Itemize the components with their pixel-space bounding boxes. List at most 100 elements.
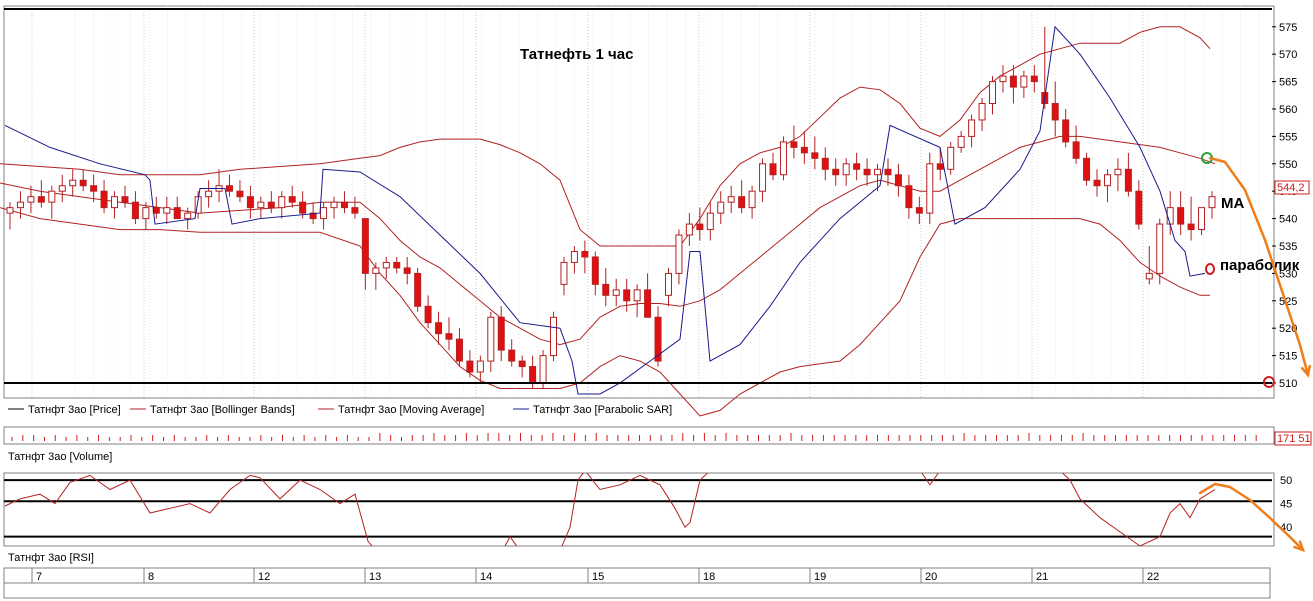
legend-moving-average: Татнфт 3ао [Moving Average]	[338, 404, 484, 416]
candle-body	[309, 212, 317, 220]
date-label: 21	[1036, 571, 1048, 583]
candle-body	[361, 218, 369, 274]
last-price-box	[1274, 180, 1310, 195]
candle-body	[1187, 223, 1195, 231]
candle-body	[842, 163, 850, 176]
legend-bollinger: Татнфт 3ао [Bollinger Bands]	[150, 404, 295, 416]
candle-body	[1020, 75, 1028, 88]
parabolic-annotation: параболик	[1220, 257, 1300, 274]
candle-body	[299, 201, 307, 214]
candle-body	[727, 196, 735, 203]
candle-body	[27, 196, 35, 203]
candle-body	[1072, 141, 1080, 159]
price-tick-label: 550	[1279, 159, 1297, 171]
candle-body	[1062, 119, 1070, 143]
candle-body	[790, 141, 798, 148]
candle-body	[926, 163, 934, 214]
candle-body	[466, 360, 474, 373]
candle-body	[664, 272, 672, 296]
forecast-arrow-head	[1293, 540, 1306, 553]
candle-body	[800, 146, 808, 154]
candle-body	[675, 234, 683, 274]
price-tick-label: 575	[1279, 22, 1297, 34]
candle-body	[905, 185, 913, 209]
candle-body	[393, 261, 401, 269]
candle-body	[163, 207, 171, 214]
candle-body	[748, 190, 756, 209]
candle-body	[529, 366, 537, 384]
volume-bars	[11, 433, 1257, 441]
rsi-line	[4, 473, 1216, 546]
date-label: 14	[480, 571, 492, 583]
price-tick-label: 530	[1279, 268, 1297, 280]
candle-body	[351, 207, 359, 214]
candle-body	[1166, 207, 1174, 225]
candle-body	[131, 201, 139, 220]
candle-body	[591, 256, 599, 285]
price-tick-label: 565	[1279, 77, 1297, 89]
candle-body	[100, 190, 108, 209]
candle-body	[654, 316, 662, 362]
candle-body	[779, 141, 787, 176]
candle-body	[382, 261, 390, 269]
candle-body	[936, 163, 944, 170]
candle-body	[435, 322, 443, 335]
rsi-label: Татнфт 3ао [RSI]	[8, 552, 94, 564]
rsi-panel-frame	[3, 472, 1275, 547]
candle-body	[1083, 157, 1091, 181]
candle-body	[623, 289, 631, 302]
date-label: 15	[592, 571, 604, 583]
candle-body	[48, 190, 56, 203]
price-axis: 5105155205255305355405455505555605655705…	[1272, 22, 1297, 390]
candle-body	[1103, 174, 1111, 187]
date-label: 19	[814, 571, 826, 583]
candle-body	[539, 355, 547, 384]
parabolic-sar-line	[4, 25, 1206, 395]
candle-body	[957, 135, 965, 148]
price-tick-label: 570	[1279, 49, 1297, 61]
forecast-arrow	[1198, 482, 1305, 552]
candle-body	[497, 316, 505, 351]
candlesticks	[6, 26, 1216, 389]
candle-body	[236, 190, 244, 198]
candle-body	[1114, 168, 1122, 176]
candle-body	[403, 267, 411, 274]
price-panel-frame	[3, 5, 1275, 399]
price-tick-label: 540	[1279, 214, 1297, 226]
candle-body	[978, 103, 986, 121]
date-label: 8	[148, 571, 154, 583]
candle-body	[989, 81, 997, 105]
candle-body	[330, 201, 338, 209]
date-label: 12	[258, 571, 270, 583]
candle-body	[581, 250, 589, 258]
candle-body	[1124, 168, 1132, 192]
candle-body	[811, 152, 819, 159]
candle-body	[487, 316, 495, 362]
candle-body	[644, 289, 652, 318]
volume-label: Татнфт 3ао [Volume]	[8, 451, 112, 463]
price-tick-label: 535	[1279, 241, 1297, 253]
candle-body	[320, 207, 328, 220]
candle-body	[1009, 75, 1017, 88]
candle-body	[37, 196, 45, 203]
candle-body	[884, 168, 892, 176]
candle-body	[476, 360, 484, 373]
candle-body	[152, 207, 160, 214]
ma-annotation: MA	[1221, 195, 1244, 212]
candle-body	[508, 349, 516, 362]
candle-body	[550, 316, 558, 357]
candle-body	[455, 338, 463, 362]
price-tick-label: 555	[1279, 131, 1297, 143]
candle-body	[696, 223, 704, 231]
candle-body	[706, 212, 714, 231]
price-tick-label: 560	[1279, 104, 1297, 116]
forecast-arrow-head	[1300, 364, 1311, 378]
candle-body	[738, 196, 746, 209]
candle-body	[633, 289, 641, 302]
candle-body	[225, 185, 233, 192]
candle-body	[717, 201, 725, 214]
candle-body	[90, 185, 98, 192]
date-axis: 7 8 12 13 14 15 18 19 20 21 22	[31, 568, 1159, 583]
